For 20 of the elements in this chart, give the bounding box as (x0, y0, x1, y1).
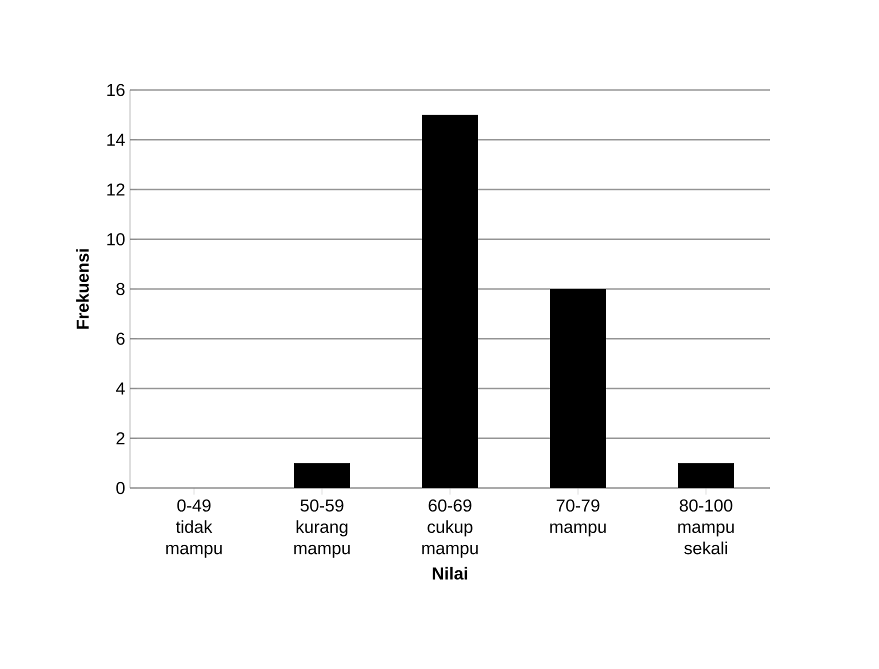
x-tick-label: 0-49 tidak mampu (166, 499, 222, 558)
x-tick-label: 70-79 mampu (550, 499, 606, 536)
y-tick-label: 0 (116, 482, 125, 494)
x-tick-label: 50-59 kurang mampu (294, 499, 350, 558)
x-axis-title: Nilai (432, 566, 468, 580)
bar (678, 463, 734, 488)
y-tick-label: 8 (116, 282, 125, 296)
x-tick-label: 60-69 cukup mampu (422, 499, 478, 558)
y-axis-title: Frekuensi (76, 249, 89, 329)
y-tick-label: 6 (116, 332, 125, 345)
y-tick-label: 12 (107, 183, 124, 196)
bar (294, 463, 350, 488)
bar (550, 289, 606, 488)
y-tick-label: 10 (107, 233, 125, 246)
x-tick-label: 80-100 mampu sekali (678, 499, 734, 554)
y-tick-label: 2 (116, 432, 124, 444)
y-tick-label: 16 (107, 84, 125, 96)
bar (422, 114, 478, 488)
y-tick-label: 14 (107, 134, 125, 146)
y-tick-label: 4 (116, 382, 125, 394)
